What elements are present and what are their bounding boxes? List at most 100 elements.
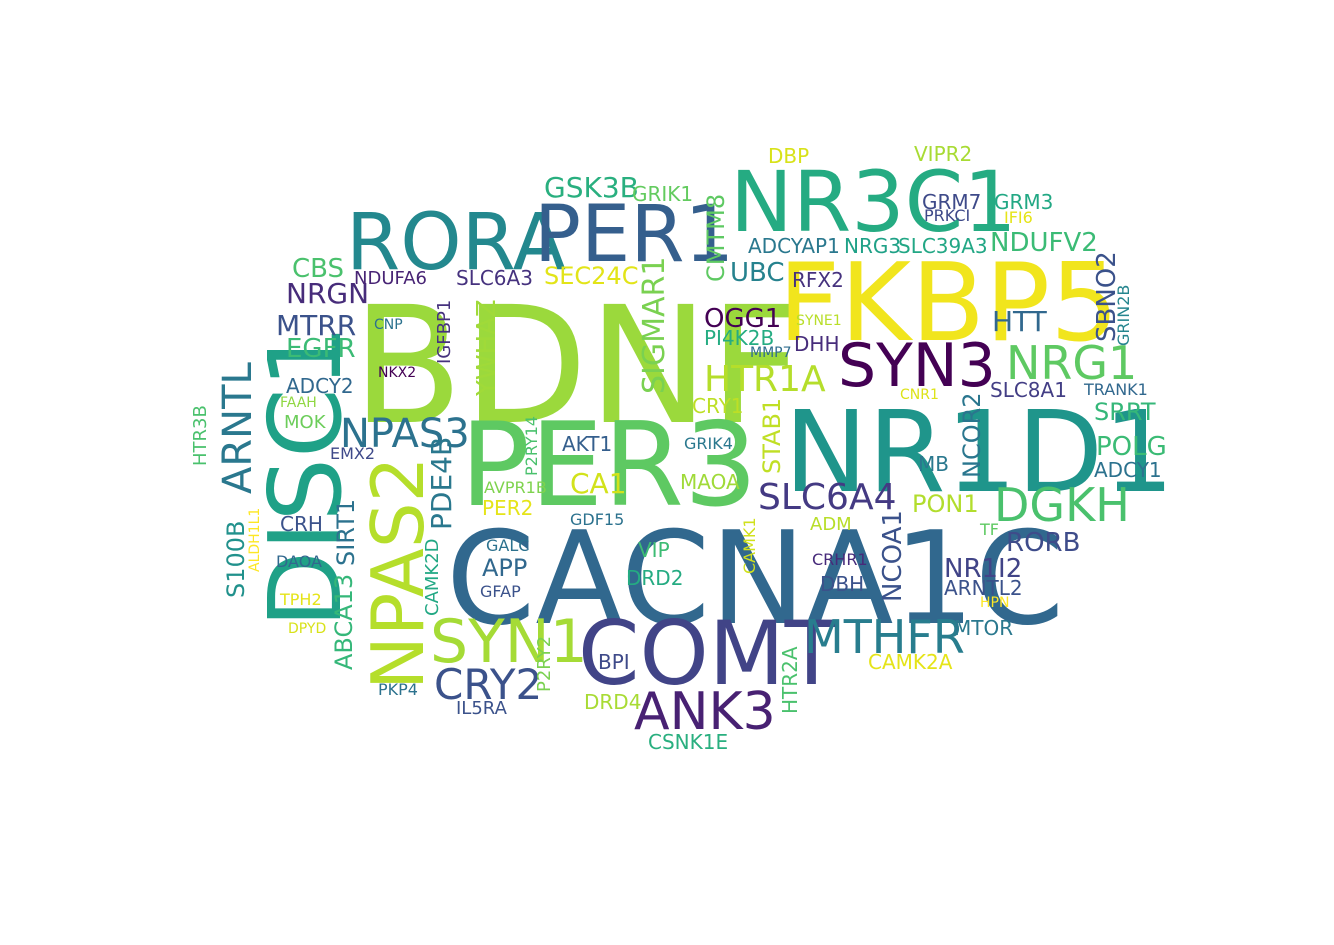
word-arntl: ARNTL xyxy=(215,362,261,494)
word-gfap: GFAP xyxy=(480,582,521,601)
word-fkbp5: FKBP5 xyxy=(778,241,1119,366)
word-slc8a1: SLC8A1 xyxy=(990,378,1067,402)
word-sigmar1: SIGMAR1 xyxy=(637,256,672,394)
word-sec24c: SEC24C xyxy=(544,262,639,290)
word-egfr: EGFR xyxy=(286,334,356,364)
word-polg: POLG xyxy=(1096,432,1167,462)
word-ank3: ANK3 xyxy=(634,682,776,742)
word-syn1: SYN1 xyxy=(430,607,588,677)
word-vipr2: VIPR2 xyxy=(914,142,973,166)
word-ywhaz: YWHAZ xyxy=(472,299,502,396)
word-dpyd: DPYD xyxy=(288,621,327,637)
word-maoa: MAOA xyxy=(680,470,740,494)
word-rorb: RORB xyxy=(1006,528,1081,558)
word-aldh1l1: ALDH1L1 xyxy=(247,507,263,572)
word-nrgn: NRGN xyxy=(286,277,370,310)
word-mb: MB xyxy=(918,452,949,476)
word-comt: COMT xyxy=(578,602,839,705)
word-mok: MOK xyxy=(284,412,326,433)
word-slc6a3: SLC6A3 xyxy=(456,266,533,290)
word-mmp7: MMP7 xyxy=(750,345,792,361)
word-nrg3: NRG3 xyxy=(844,234,902,258)
word-daoa: DAOA xyxy=(276,552,322,571)
word-cnr1: CNR1 xyxy=(900,387,939,403)
word-avpr1b: AVPR1B xyxy=(484,478,547,497)
word-bpi: BPI xyxy=(598,650,630,674)
word-adcyap1: ADCYAP1 xyxy=(748,234,840,258)
word-cry1: CRY1 xyxy=(692,394,744,418)
word-dhh: DHH xyxy=(794,332,840,356)
word-nrg1: NRG1 xyxy=(1006,336,1138,390)
word-ncor2: NCOR2 xyxy=(958,392,986,478)
word-akt1: AKT1 xyxy=(562,432,613,456)
word-per2: PER2 xyxy=(482,496,534,520)
word-bdnf: BDNF xyxy=(352,273,803,461)
word-npas3: NPAS3 xyxy=(340,411,470,457)
word-dbh: DBH xyxy=(820,572,865,596)
word-grin2b: GRIN2B xyxy=(1114,284,1133,346)
word-ncoa1: NCOA1 xyxy=(878,510,908,602)
word-p2ry14: P2RY14 xyxy=(522,415,541,476)
word-htr2a: HTR2A xyxy=(778,646,802,714)
word-nr1d1: NR1D1 xyxy=(784,388,1175,518)
word-nkx2: NKX2 xyxy=(378,365,417,381)
word-vip: VIP xyxy=(638,538,670,562)
word-stab1: STAB1 xyxy=(758,397,786,474)
word-ca1: CA1 xyxy=(570,467,627,500)
word-rfx2: RFX2 xyxy=(792,268,844,292)
word-pi4k2b: PI4K2B xyxy=(704,326,775,350)
word-arntl2: ARNTL2 xyxy=(944,576,1023,600)
word-adcy2: ADCY2 xyxy=(286,374,354,398)
word-cmtm8: CMTM8 xyxy=(702,193,730,282)
word-mtrr: MTRR xyxy=(276,309,357,342)
word-slc6a4: SLC6A4 xyxy=(758,477,897,518)
word-grik1: GRIK1 xyxy=(632,182,694,206)
word-ogg1: OGG1 xyxy=(704,304,782,334)
word-tf: TF xyxy=(980,520,999,539)
word-ubc: UBC xyxy=(730,258,785,288)
word-camk1: CAMK1 xyxy=(740,517,759,574)
word-gsk3b: GSK3B xyxy=(544,171,639,204)
word-tph2: TPH2 xyxy=(280,590,322,609)
word-srrt: SRRT xyxy=(1094,398,1156,426)
word-grm7: GRM7 xyxy=(922,190,982,214)
word-faah: FAAH xyxy=(280,395,317,411)
word-pkp4: PKP4 xyxy=(378,680,418,699)
word-drd2: DRD2 xyxy=(626,566,684,590)
word-pde4b: PDE4B xyxy=(425,436,458,530)
word-htt: HTT xyxy=(992,305,1047,338)
word-hpn: HPN xyxy=(980,595,1010,611)
word-rora: RORA xyxy=(346,198,566,288)
word-slc39a3: SLC39A3 xyxy=(898,234,988,258)
word-syne1: SYNE1 xyxy=(796,313,842,329)
word-cacna1c: CACNA1C xyxy=(446,505,1065,654)
word-p2ry2: P2RY2 xyxy=(534,635,555,692)
word-galc: GALC xyxy=(486,536,530,555)
word-per1: PER1 xyxy=(534,190,735,280)
word-gdf15: GDF15 xyxy=(570,510,625,529)
word-adm: ADM xyxy=(810,514,852,535)
word-camk2a: CAMK2A xyxy=(868,650,953,674)
word-htr3b: HTR3B xyxy=(190,405,211,466)
word-prkci: PRKCI xyxy=(924,206,971,225)
word-emx2: EMX2 xyxy=(330,444,376,463)
word-igfbp1: IGFBP1 xyxy=(434,299,455,364)
word-ifi6: IFI6 xyxy=(1004,208,1033,227)
word-cnp: CNP xyxy=(374,317,403,333)
word-il5ra: IL5RA xyxy=(456,698,507,719)
word-per3: PER3 xyxy=(460,398,758,533)
word-grm3: GRM3 xyxy=(994,190,1054,214)
word-csnk1e: CSNK1E xyxy=(648,730,729,754)
word-htr1a: HTR1A xyxy=(704,359,826,400)
word-trank1: TRANK1 xyxy=(1084,380,1148,399)
word-abca13: ABCA13 xyxy=(330,573,358,670)
word-cry2: CRY2 xyxy=(434,660,543,709)
word-nr3c1: NR3C1 xyxy=(730,153,1017,251)
word-mthfr: MTHFR xyxy=(804,610,965,664)
word-syn3: SYN3 xyxy=(838,331,996,401)
word-crh: CRH xyxy=(280,512,323,536)
word-grik4: GRIK4 xyxy=(684,434,733,453)
word-nr1i2: NR1I2 xyxy=(944,554,1023,584)
word-drd4: DRD4 xyxy=(584,690,642,714)
